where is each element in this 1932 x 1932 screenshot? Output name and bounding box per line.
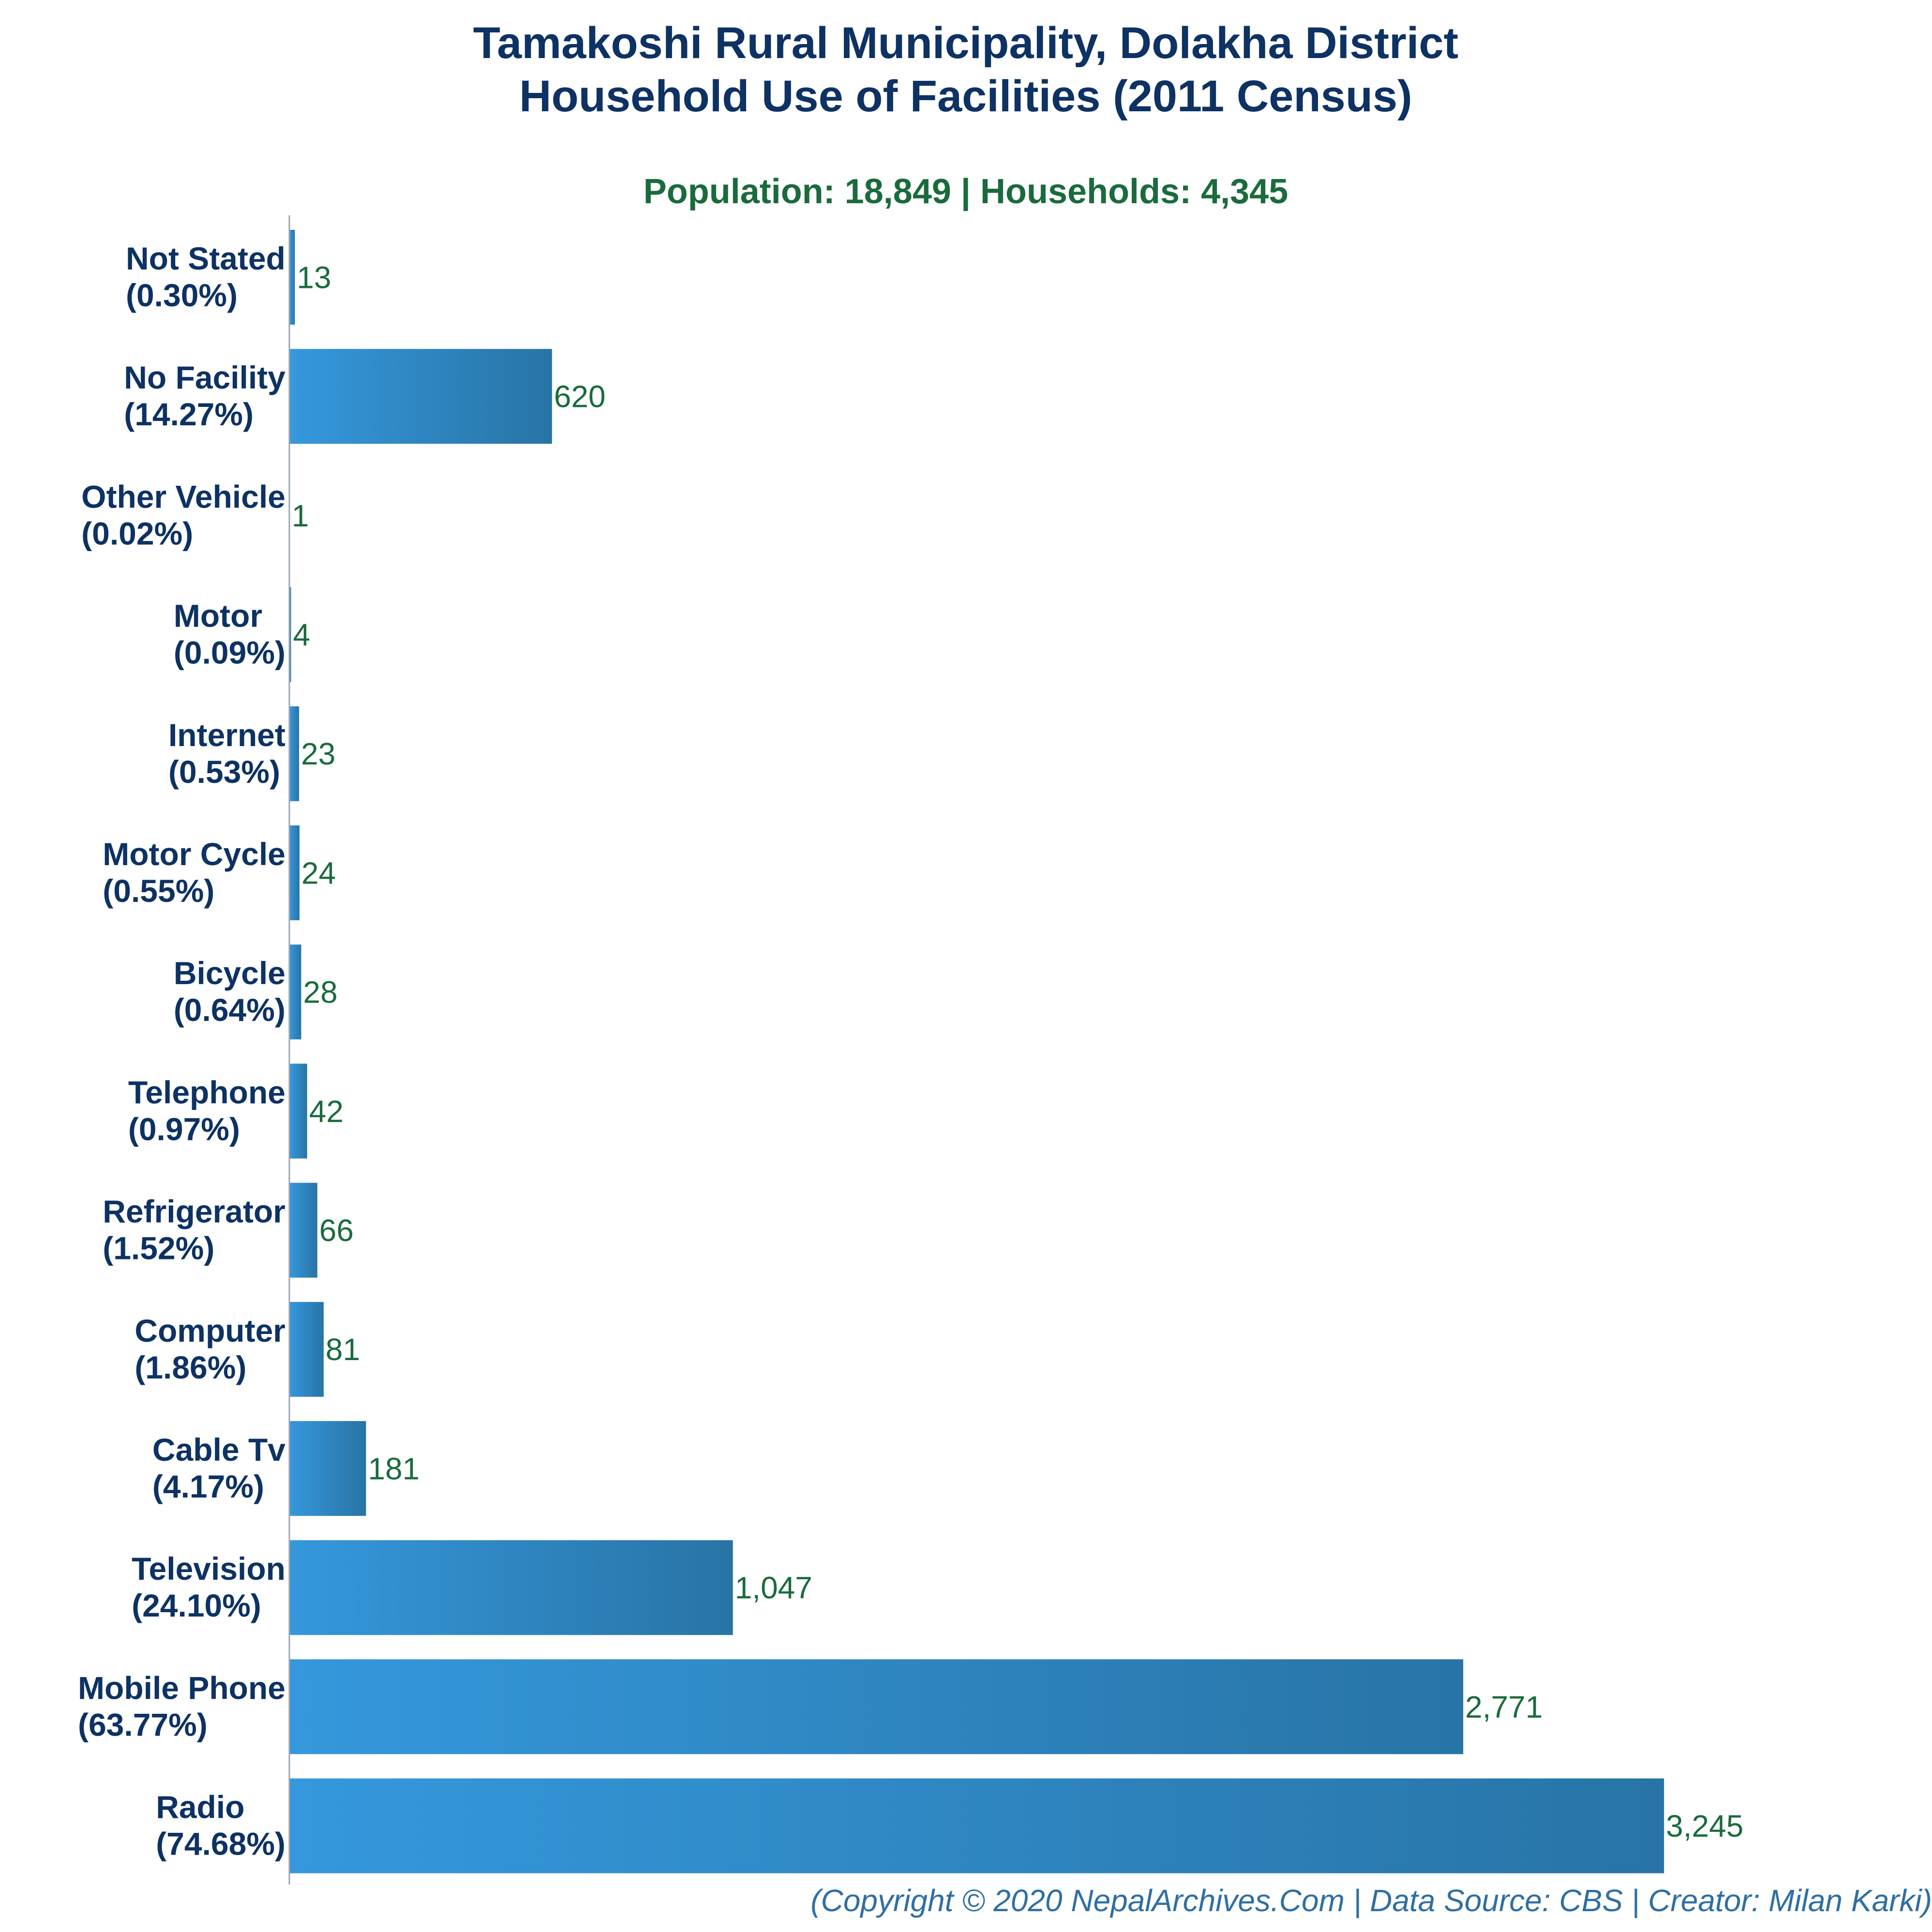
chart-title-line-2: Household Use of Facilities (2011 Census… xyxy=(519,72,1412,121)
category-name: Cable Tv xyxy=(152,1432,285,1468)
category-name: Radio xyxy=(156,1789,244,1825)
category-label: Mobile Phone(63.77%) xyxy=(78,1670,285,1742)
value-label: 66 xyxy=(319,1213,354,1248)
category-percent: (14.27%) xyxy=(124,396,254,432)
category-name: Telephone xyxy=(128,1074,285,1110)
category-label: Not Stated(0.30%) xyxy=(126,240,285,313)
category-label: Radio(74.68%) xyxy=(156,1789,285,1862)
category-name: Not Stated xyxy=(126,240,285,276)
category-percent: (1.52%) xyxy=(103,1230,214,1266)
category-label: Refrigerator(1.52%) xyxy=(103,1194,285,1266)
category-label: Cable Tv(4.17%) xyxy=(152,1432,285,1504)
bar-telephone xyxy=(289,1063,307,1159)
bar-bicycle xyxy=(289,944,301,1040)
category-percent: (0.97%) xyxy=(128,1111,240,1147)
value-label: 23 xyxy=(301,736,335,771)
bar-no-facility xyxy=(289,349,552,444)
category-percent: (0.53%) xyxy=(168,754,280,790)
category-name: Refrigerator xyxy=(103,1194,285,1229)
category-percent: (0.30%) xyxy=(126,277,238,313)
chart-title: Tamakoshi Rural Municipality, Dolakha Di… xyxy=(473,18,1458,68)
category-label: Motor Cycle(0.55%) xyxy=(103,836,285,909)
chart-footer: (Copyright © 2020 NepalArchives.Com | Da… xyxy=(810,1883,1932,1918)
bar-internet xyxy=(289,706,300,801)
value-label: 42 xyxy=(309,1094,344,1129)
bar-computer xyxy=(289,1302,324,1397)
category-percent: (74.68%) xyxy=(156,1826,285,1862)
value-label: 28 xyxy=(303,975,338,1010)
category-label: Bicycle(0.64%) xyxy=(174,955,285,1028)
category-label: Telephone(0.97%) xyxy=(128,1074,285,1147)
value-label: 81 xyxy=(326,1332,360,1367)
category-percent: (24.10%) xyxy=(132,1588,261,1623)
value-label: 2,771 xyxy=(1465,1690,1543,1724)
category-percent: (0.09%) xyxy=(174,635,285,671)
value-label: 4 xyxy=(293,617,311,652)
category-label: Computer(1.86%) xyxy=(135,1313,285,1385)
category-name: Bicycle xyxy=(174,955,285,991)
bars-layer: 13 Not Stated(0.30%) 620 No Facility(14.27%… xyxy=(78,230,1743,1873)
bar-television xyxy=(289,1540,733,1635)
bar-mobile-phone xyxy=(289,1659,1464,1754)
value-label: 620 xyxy=(554,379,606,414)
bar-not-stated xyxy=(289,230,295,325)
category-percent: (0.02%) xyxy=(81,515,193,551)
category-percent: (0.64%) xyxy=(174,992,285,1028)
category-percent: (63.77%) xyxy=(78,1707,208,1742)
category-name: Computer xyxy=(135,1313,285,1348)
category-name: Internet xyxy=(168,717,285,753)
category-percent: (4.17%) xyxy=(152,1468,264,1504)
category-label: Other Vehicle(0.02%) xyxy=(81,479,285,551)
bar-cable-tv xyxy=(289,1421,366,1516)
bar-radio xyxy=(289,1778,1664,1873)
category-name: Mobile Phone xyxy=(78,1670,285,1706)
bar-motor xyxy=(289,587,291,682)
value-label: 24 xyxy=(301,855,336,890)
category-name: Television xyxy=(132,1551,285,1587)
category-name: No Facility xyxy=(124,359,285,395)
value-label: 1 xyxy=(292,498,309,533)
category-name: Motor Cycle xyxy=(103,836,285,872)
category-label: Motor(0.09%) xyxy=(174,598,285,671)
value-label: 3,245 xyxy=(1666,1809,1743,1843)
category-label: Television(24.10%) xyxy=(132,1551,285,1623)
category-label: Internet(0.53%) xyxy=(168,717,285,790)
category-percent: (1.86%) xyxy=(135,1349,246,1385)
value-label: 181 xyxy=(368,1451,419,1486)
category-label: No Facility(14.27%) xyxy=(124,359,285,432)
bar-refrigerator xyxy=(289,1183,317,1278)
value-label: 13 xyxy=(297,260,331,295)
bar-motor-cycle xyxy=(289,825,300,920)
category-percent: (0.55%) xyxy=(103,873,214,909)
value-label: 1,047 xyxy=(735,1571,812,1605)
category-name: Other Vehicle xyxy=(81,479,285,514)
category-name: Motor xyxy=(174,598,262,634)
chart-subtitle: Population: 18,849 | Households: 4,345 xyxy=(644,172,1288,211)
